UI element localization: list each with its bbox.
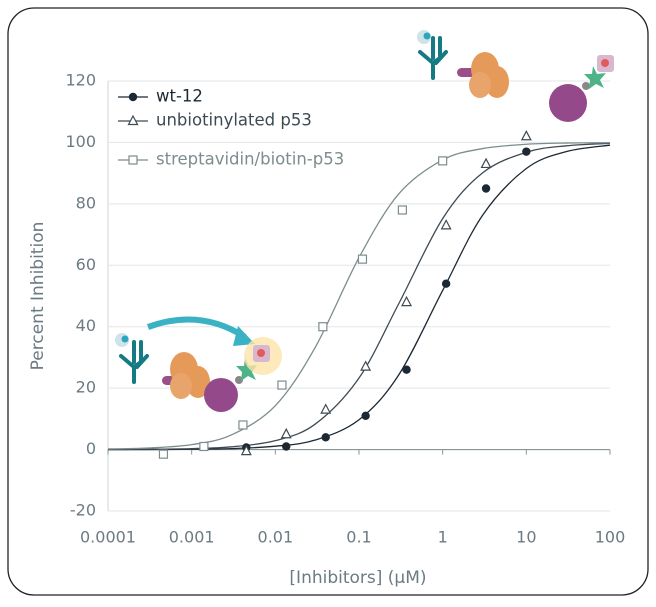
y-axis-label: Percent Inhibition [28, 222, 48, 371]
icon [601, 59, 609, 67]
point [440, 219, 452, 230]
legend: wt-12 unbiotinylated p53 streptavidin/biot… [118, 87, 344, 169]
legend-marker [128, 155, 138, 165]
arrow [146, 316, 247, 340]
icon [236, 358, 257, 381]
icon [582, 82, 590, 90]
y-tick-label: 120 [65, 71, 96, 90]
point [320, 403, 332, 414]
y-tick-label: 0 [86, 439, 96, 458]
point [280, 427, 292, 439]
point [360, 360, 372, 371]
point [318, 322, 328, 332]
icon [469, 72, 491, 98]
point [282, 442, 291, 451]
x-tick-label: 0.01 [258, 528, 294, 547]
icon [549, 84, 587, 122]
y-tick-label: 80 [76, 193, 96, 212]
point [480, 157, 492, 169]
point [402, 365, 411, 374]
icon [204, 378, 238, 412]
point [357, 254, 368, 264]
x-tick-label: 100 [595, 528, 626, 547]
y-tick-label: 100 [65, 132, 96, 151]
legend-label: wt-12 [156, 87, 203, 106]
icon [257, 349, 265, 357]
x-tick-label: 0.001 [169, 528, 215, 547]
point [401, 295, 413, 307]
point [481, 184, 491, 193]
point [522, 147, 531, 156]
legend-marker [128, 92, 138, 102]
grid: -20 0 20 40 60 80 100 120 0.0001 0.001 0.01 0.1 1 10 1… [65, 71, 625, 547]
legend-label: unbiotinylated p53 [156, 111, 312, 130]
point [199, 441, 209, 452]
icon [119, 340, 149, 384]
icon [170, 373, 192, 399]
icon [186, 366, 210, 398]
point [321, 433, 330, 442]
icon [485, 66, 509, 98]
icon [584, 66, 606, 89]
y-tick-label: 60 [76, 255, 96, 274]
icon [235, 376, 243, 384]
x-tick-label: 10 [516, 528, 536, 547]
frame [7, 7, 649, 596]
illustrations [115, 30, 614, 412]
y-tick-label: 40 [76, 316, 96, 335]
x-tick-label: 0.0001 [80, 528, 136, 547]
point [397, 205, 407, 215]
point [240, 444, 252, 456]
plot [107, 130, 611, 459]
point [238, 420, 248, 430]
point [441, 279, 451, 288]
icon [423, 32, 431, 40]
arrow [233, 326, 255, 346]
legend-label: streptavidin/biotin-p53 [156, 150, 344, 169]
legend-marker [127, 114, 139, 126]
point [438, 156, 448, 166]
point [520, 130, 532, 141]
icon [418, 36, 448, 80]
point [361, 411, 370, 420]
x-tick-label: 1 [438, 528, 448, 547]
icon [121, 335, 129, 343]
y-tick-label: 20 [76, 378, 96, 397]
x-tick-label: 0.1 [346, 528, 371, 547]
y-tick-label: -20 [70, 501, 96, 520]
point [158, 449, 169, 459]
x-axis-label: [Inhibitors] (µM) [289, 568, 426, 588]
point [277, 380, 287, 390]
